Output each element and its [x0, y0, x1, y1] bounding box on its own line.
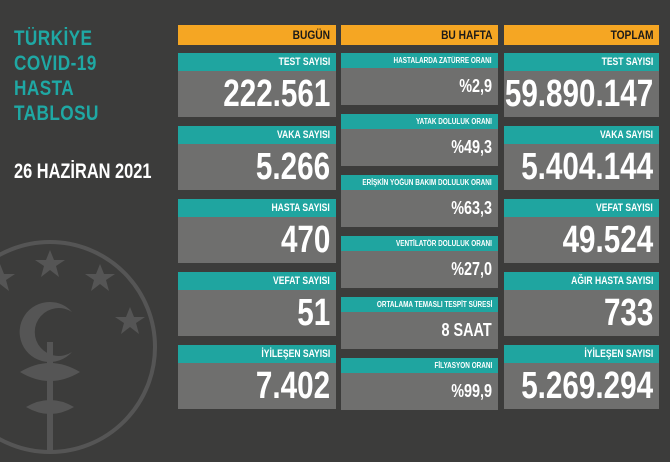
today-stat-box: TEST SAYISI 222.561 [178, 53, 336, 117]
stat-value: 733 [504, 290, 659, 336]
stat-value: 470 [178, 217, 336, 263]
stat-value: %27,0 [341, 251, 498, 288]
stat-label: İYİLEŞEN SAYISI [504, 345, 659, 363]
stat-label: ORTALAMA TEMASLI TESPİT SÜRESİ [341, 297, 498, 312]
total-stat-box: İYİLEŞEN SAYISI 5.269.294 [504, 345, 659, 409]
title-line: COVID-19 [14, 52, 97, 75]
title-line: HASTA [14, 77, 75, 100]
stat-value: 222.561 [178, 71, 336, 117]
stat-value: %2,9 [341, 68, 498, 105]
total-stat-box: VAKA SAYISI 5.404.144 [504, 126, 659, 190]
stat-label: VEFAT SAYISI [504, 199, 659, 217]
week-column: BU HAFTA HASTALARDA ZATÜRRE ORANI %2,9 Y… [341, 25, 498, 410]
stat-value: 5.404.144 [504, 144, 659, 190]
total-stat-box: TEST SAYISI 59.890.147 [504, 53, 659, 117]
report-date: 26 HAZİRAN 2021 [14, 160, 152, 183]
stat-label: TEST SAYISI [178, 53, 336, 71]
today-stat-box: HASTA SAYISI 470 [178, 199, 336, 263]
week-stat-box: ERİŞKİN YOĞUN BAKIM DOLULUK ORANI %63,3 [341, 175, 498, 227]
stat-label: HASTALARDA ZATÜRRE ORANI [341, 53, 498, 68]
stat-value: 51 [178, 290, 336, 336]
today-stat-box: VAKA SAYISI 5.266 [178, 126, 336, 190]
stat-label: AĞIR HASTA SAYISI [504, 272, 659, 290]
total-header: TOPLAM [504, 25, 659, 45]
week-stat-box: HASTALARDA ZATÜRRE ORANI %2,9 [341, 53, 498, 105]
stat-label: VENTİLATÖR DOLULUK ORANI [341, 236, 498, 251]
today-stat-box: İYİLEŞEN SAYISI 7.402 [178, 345, 336, 409]
stat-value: 7.402 [178, 363, 336, 409]
stat-value: %99,9 [341, 373, 498, 410]
stat-label: YATAK DOLULUK ORANI [341, 114, 498, 129]
stat-label: VEFAT SAYISI [178, 272, 336, 290]
stat-value: 49.524 [504, 217, 659, 263]
title-line: TÜRKİYE [14, 27, 93, 50]
ministry-emblem-icon [0, 240, 157, 454]
stat-value: 59.890.147 [504, 71, 659, 117]
stat-label: HASTA SAYISI [178, 199, 336, 217]
stat-value: %49,3 [341, 129, 498, 166]
week-stat-box: FİLYASYON ORANI %99,9 [341, 358, 498, 410]
week-stat-box: YATAK DOLULUK ORANI %49,3 [341, 114, 498, 166]
stat-label: VAKA SAYISI [504, 126, 659, 144]
stat-label: ERİŞKİN YOĞUN BAKIM DOLULUK ORANI [341, 175, 498, 190]
stat-label: İYİLEŞEN SAYISI [178, 345, 336, 363]
total-column: TOPLAM TEST SAYISI 59.890.147 VAKA SAYIS… [504, 25, 659, 409]
total-stat-box: VEFAT SAYISI 49.524 [504, 199, 659, 263]
stat-value: 5.269.294 [504, 363, 659, 409]
total-stat-box: AĞIR HASTA SAYISI 733 [504, 272, 659, 336]
stat-value: 8 SAAT [341, 312, 498, 349]
title-block: TÜRKİYE COVID-19 HASTA TABLOSU [14, 26, 99, 126]
today-stat-box: VEFAT SAYISI 51 [178, 272, 336, 336]
today-header: BUGÜN [178, 25, 336, 45]
stat-label: VAKA SAYISI [178, 126, 336, 144]
stat-value: 5.266 [178, 144, 336, 190]
week-header: BU HAFTA [341, 25, 498, 45]
stat-label: TEST SAYISI [504, 53, 659, 71]
title-line: TABLOSU [14, 102, 99, 125]
week-stat-box: VENTİLATÖR DOLULUK ORANI %27,0 [341, 236, 498, 288]
week-stat-box: ORTALAMA TEMASLI TESPİT SÜRESİ 8 SAAT [341, 297, 498, 349]
today-column: BUGÜN TEST SAYISI 222.561 VAKA SAYISI 5.… [178, 25, 336, 409]
stat-label: FİLYASYON ORANI [341, 358, 498, 373]
stat-value: %63,3 [341, 190, 498, 227]
